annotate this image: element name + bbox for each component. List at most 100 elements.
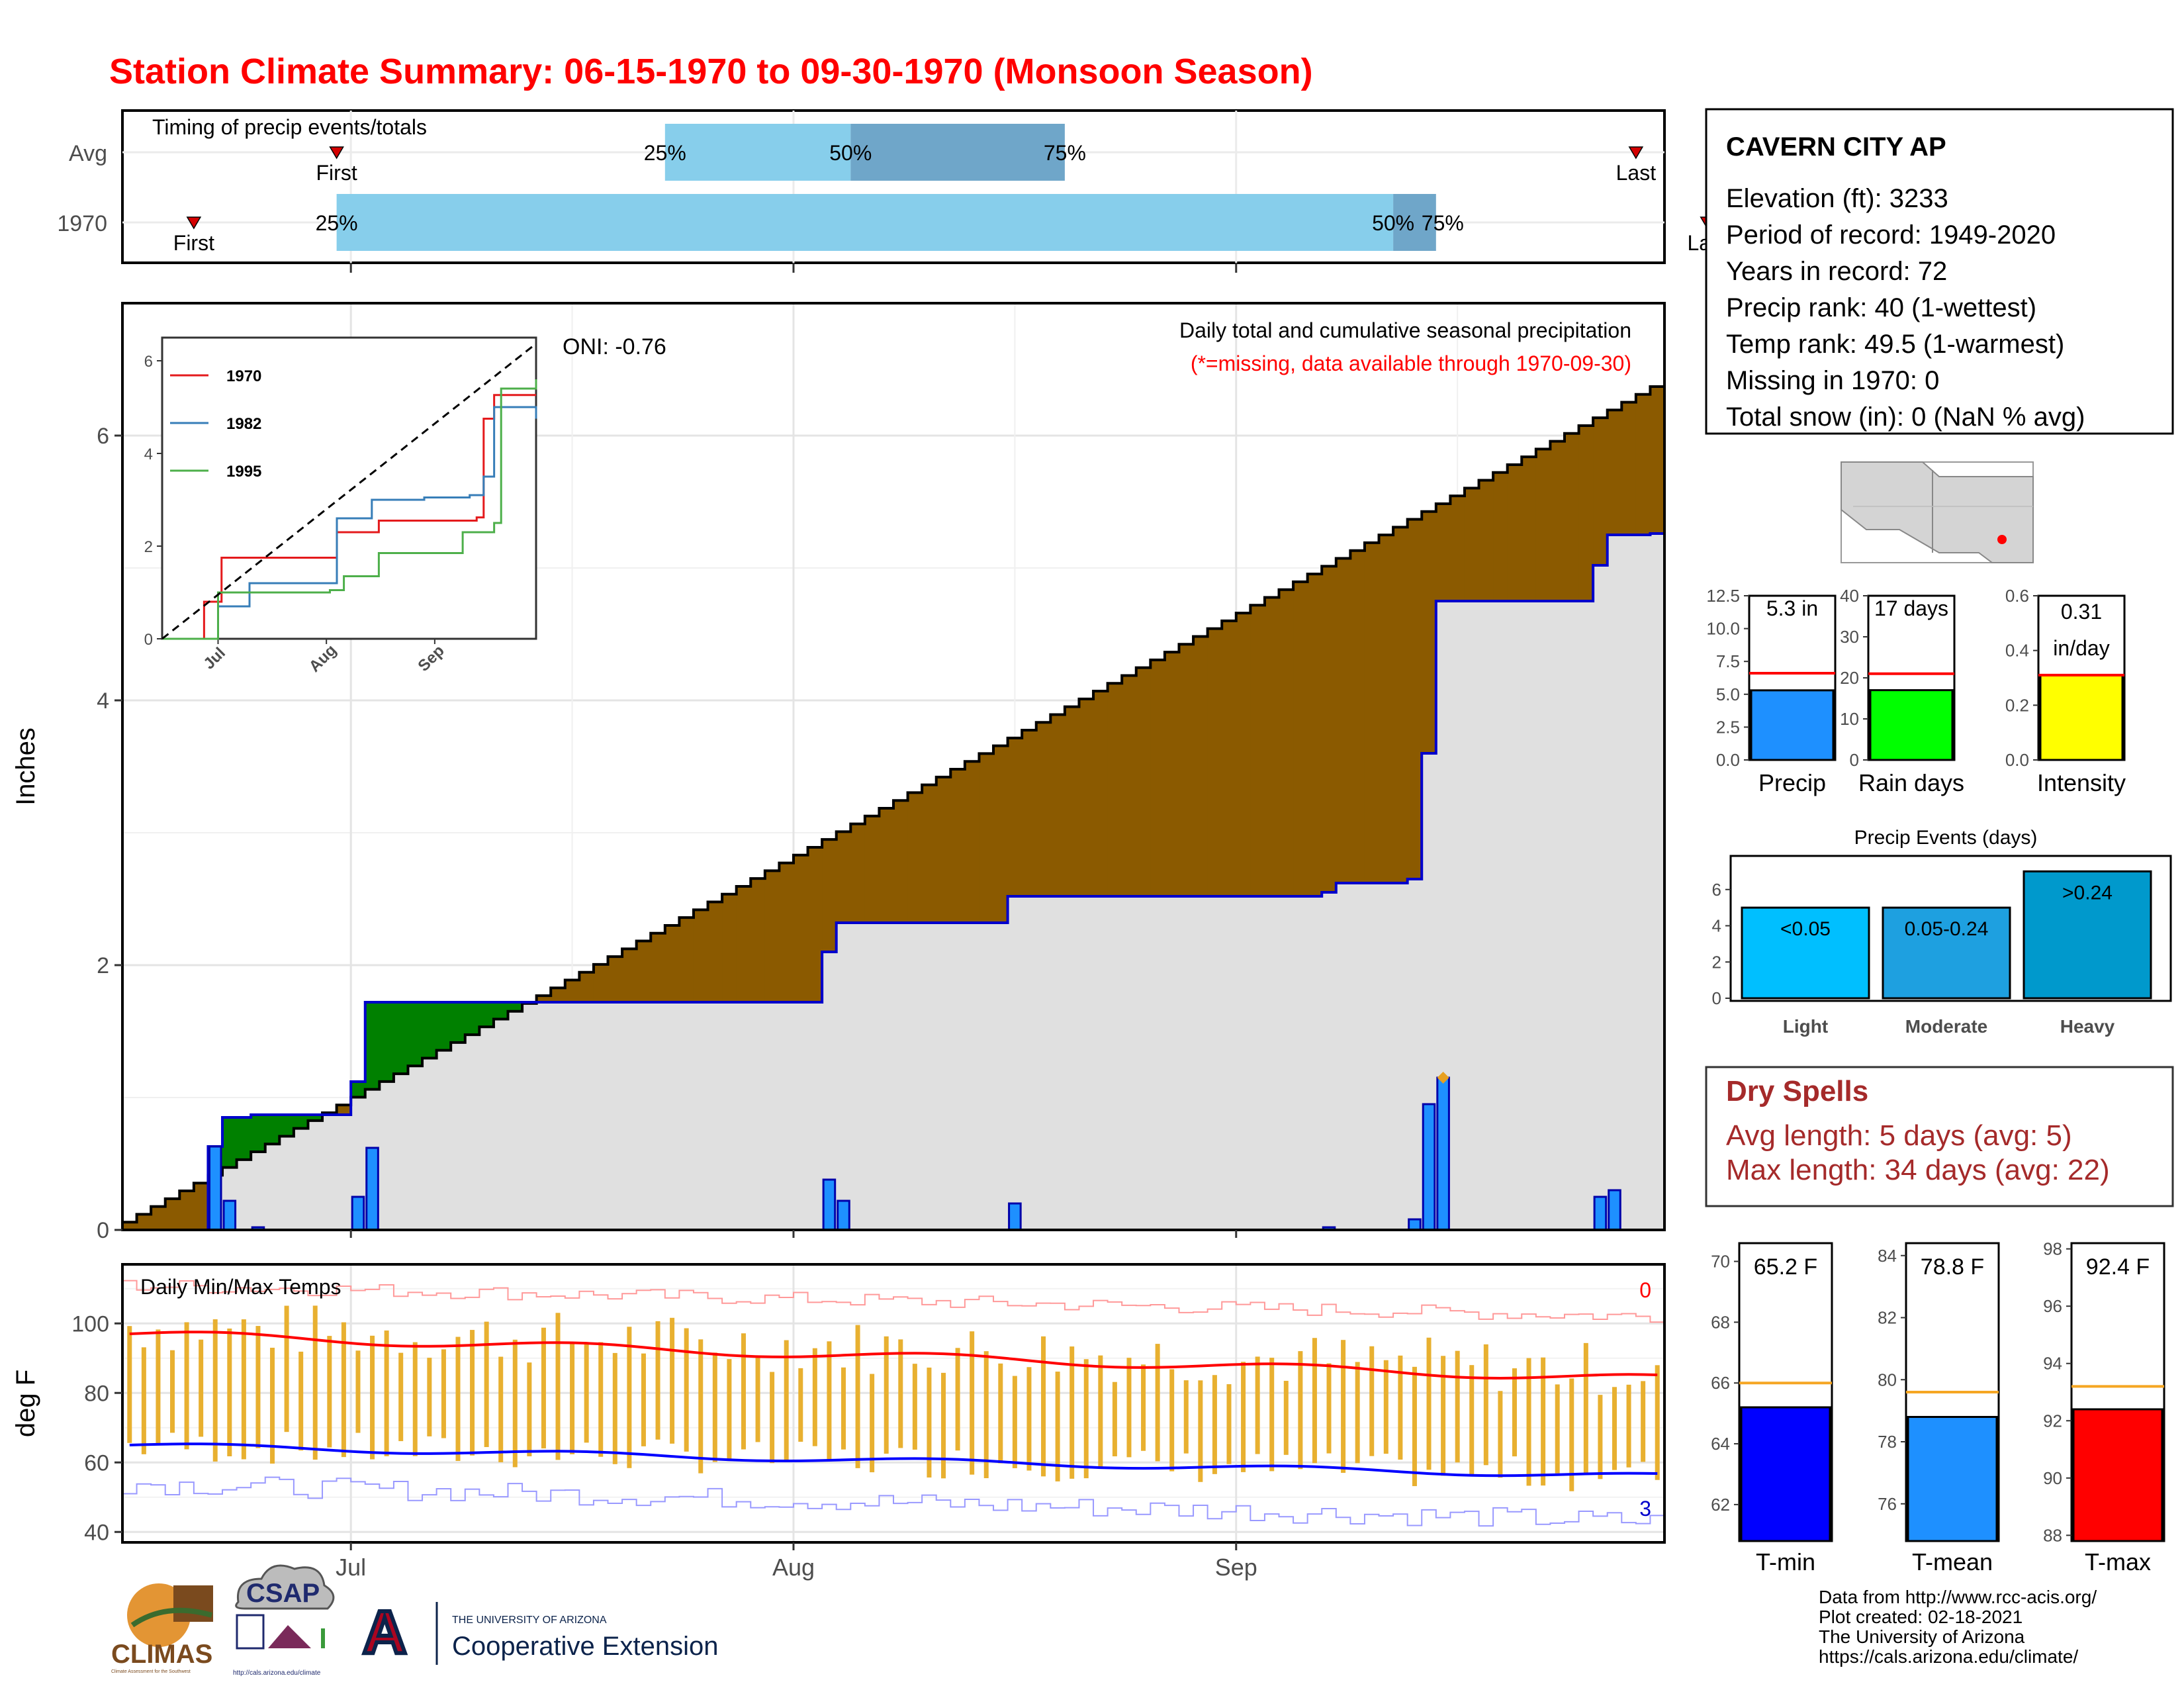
temp-count-bottom: 3 [1639,1497,1651,1521]
daily-temp-bar [1469,1365,1475,1475]
daily-temp-bar [912,1364,917,1450]
daily-temp-bar [384,1330,389,1456]
avg-max-line [129,1331,1658,1380]
precip-events-category-2: Heavy [2060,1016,2115,1037]
precip-y-tick-2: 4 [97,688,109,714]
daily-temp-bar [199,1339,204,1437]
inset-legend-label-1995: 1995 [226,463,261,481]
x-tick-label-jul: Jul [336,1554,366,1581]
precip-events-y-tick-1: 2 [1712,952,1721,972]
daily-temp-bar [312,1305,318,1460]
daily-temp-bar [1583,1342,1588,1475]
timing-first-label-1970: First [173,231,214,255]
daily-temp-bar [983,1351,989,1479]
daily-temp-bar [870,1374,875,1473]
daily-precip-bar-13 [1608,1189,1621,1231]
footer-line-1: Data from http://www.rcc-acis.org/ [1819,1587,2097,1607]
daily-precip-bar-12 [1593,1196,1608,1231]
daily-temp-bar [1383,1360,1388,1454]
csap-logo: CSAP http://cals.arizona.edu/climate [233,1564,335,1677]
daily-temp-bar [1241,1362,1246,1472]
temp-panel-frame [121,1263,1666,1544]
daily-temp-bar [1183,1380,1189,1454]
timing-p25-label-avg: 25% [644,141,686,165]
precip-events-title: Precip Events (days) [1854,827,2038,849]
daily-temp-bar [1012,1376,1017,1468]
daily-temp-bar [798,1368,803,1442]
timing-first-label-avg: First [316,161,357,185]
daily-temp-bar [741,1333,746,1450]
daily-temp-bar [1555,1384,1560,1474]
timing-label: Timing of precip events/totals [152,115,427,139]
temp-summary-bar-t-min [1740,1406,1831,1542]
summary-y-tick-0-4: 10.0 [1706,619,1740,639]
precip-y-tick-0: 0 [97,1218,109,1243]
daily-precip-bar-6 [837,1199,850,1231]
summary-value-label-1-0: 17 days [1874,596,1948,620]
station-info-frame [1705,108,2174,435]
timing-p50-label-avg: 50% [829,141,872,165]
daily-temp-bar [241,1319,246,1460]
daily-temp-bar [1569,1378,1574,1491]
daily-temp-bar [398,1352,404,1442]
timing-row-avg: Avg [69,141,107,166]
temp-summary-y-tick-0-1: 64 [1711,1434,1730,1454]
daily-temp-bar [841,1367,846,1450]
timing-first-marker-1970 [186,216,202,230]
station-info-line-3: Precip rank: 40 (1-wettest) [1726,293,2036,322]
daily-temp-bar [784,1340,789,1461]
temp-summary-y-tick-0-0: 62 [1711,1495,1730,1515]
precip-events-y-tick-3: 6 [1712,880,1721,900]
daily-temp-bar [156,1329,161,1446]
station-name: CAVERN CITY AP [1726,132,1946,162]
daily-temp-bar [1341,1340,1346,1473]
summary-y-tick-2-0: 0.0 [2005,750,2029,770]
precip-events-bar-moderate [1882,906,2011,1000]
temp-summary-bars: 65.2 F 62 64 66 68 70 T-min 78.8 F 76 78 80 82 84 T-m… [1711,1239,2165,1575]
daily-temp-bar [1441,1356,1446,1476]
daily-temp-bar [1098,1355,1103,1468]
daily-temp-bar [698,1339,704,1474]
temp-summary-value-1: 78.8 F [1921,1254,1984,1280]
timing-p25-label-1970: 25% [316,211,358,235]
temp-summary-bar-t-max [2072,1408,2163,1542]
daily-temp-bar [1255,1356,1260,1454]
temp-panel-label: Daily Min/Max Temps [140,1275,341,1299]
temp-summary-y-tick-1-2: 80 [1878,1370,1897,1389]
temp-summary-y-tick-2-4: 96 [2043,1296,2062,1316]
x-tick-label-aug: Aug [772,1554,815,1581]
daily-temp-bar [827,1341,832,1461]
daily-temp-bar [1212,1375,1217,1474]
inset-y-tick-3: 6 [144,353,153,371]
timing-bar-25-50-1970 [336,194,1394,251]
precip-events-bar-heavy [2023,870,2152,1000]
station-info-line-4: Temp rank: 49.5 (1-warmest) [1726,330,2064,359]
temp-y-tick-2: 80 [84,1381,109,1406]
observed-cumulative-line [122,532,1664,1231]
precip-y-tick-3: 6 [97,424,109,449]
daily-temp-bar [1355,1362,1360,1464]
temp-summary-y-tick-0-3: 68 [1711,1312,1730,1332]
daily-precip-bar-9 [1408,1218,1422,1231]
daily-temp-bar [1598,1395,1603,1479]
station-info: CAVERN CITY AP Elevation (ft): 3233 Perio… [1705,108,2174,435]
temp-summary-y-tick-2-0: 88 [2043,1525,2062,1545]
daily-temp-bar [998,1363,1003,1464]
temp-summary-y-tick-1-0: 76 [1878,1494,1897,1514]
timing-bar-50-75-1970 [1393,194,1436,251]
ua-logo-letter: A [363,1599,406,1666]
daily-temp-bar [1283,1380,1289,1455]
daily-precip-bar-1 [222,1199,237,1231]
dry-spells-avg: Avg length: 5 days (avg: 5) [1726,1119,2072,1152]
temp-summary-axis-label-0: T-min [1756,1548,1815,1575]
dry-spells-max: Max length: 34 days (avg: 22) [1726,1154,2110,1186]
station-info-line-2: Years in record: 72 [1726,257,1947,286]
daily-temp-bar [255,1326,261,1448]
avg-cumulative-line [121,385,1664,1230]
daily-temp-bar [1398,1355,1403,1460]
daily-temp-bar [1455,1350,1460,1463]
station-info-line-6: Total snow (in): 0 (NaN % avg) [1726,402,2085,432]
daily-temp-bar [1155,1344,1160,1462]
daily-temp-bar [755,1357,760,1442]
